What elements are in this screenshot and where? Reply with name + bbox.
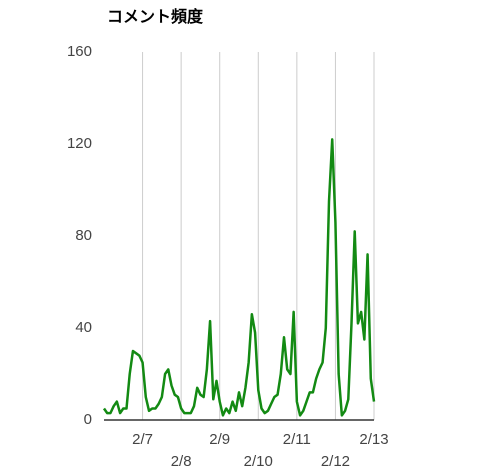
x-tick-label: 2/13 bbox=[359, 431, 388, 448]
y-tick-label: 80 bbox=[75, 227, 92, 244]
x-tick-label: 2/11 bbox=[283, 431, 311, 448]
x-tick-label: 2/10 bbox=[244, 453, 273, 470]
x-tick-label: 2/12 bbox=[321, 453, 350, 470]
x-tick-label: 2/9 bbox=[209, 431, 230, 448]
y-tick-label: 120 bbox=[67, 135, 92, 152]
chart-title: コメント頻度 bbox=[107, 7, 204, 26]
x-tick-label: 2/7 bbox=[132, 431, 153, 448]
x-tick-label: 2/8 bbox=[171, 453, 192, 470]
y-tick-label: 160 bbox=[67, 43, 92, 60]
y-tick-label: 40 bbox=[75, 319, 92, 336]
data-line bbox=[102, 138, 376, 417]
y-tick-label: 0 bbox=[84, 411, 92, 428]
